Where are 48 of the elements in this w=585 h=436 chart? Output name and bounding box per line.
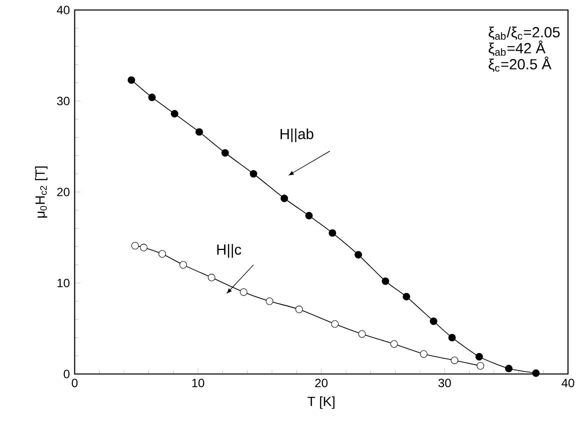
point [390,340,398,348]
point [221,149,229,157]
point [328,229,336,237]
point [170,110,178,118]
point [402,292,410,300]
annotation: H||c [217,244,242,258]
point [420,350,428,358]
point [475,352,483,360]
y-tick-label: 20 [57,188,70,196]
x-tick-label: 30 [438,378,451,388]
y-tick-label: 30 [57,96,70,106]
point [382,277,390,285]
annotation: ξ$_{ab}$/ξ$_{c}$=2.05 [488,26,560,40]
point [158,250,166,258]
x-tick-label: 0 [72,378,78,388]
point [266,297,274,305]
point [476,362,484,370]
point [358,330,366,338]
point [354,251,362,259]
x-tick-label: 20 [315,378,328,388]
point [305,212,313,220]
point [250,170,258,178]
point [148,94,156,102]
point [448,334,456,342]
point [295,306,303,314]
point [128,76,136,84]
point [331,320,339,328]
x-tick-label: 40 [562,378,574,388]
point [505,364,513,372]
x-axis-title: T [K] [308,396,334,409]
point [280,194,288,202]
y-axis-title: μ$_{0}$H$_{c2}$ [T] [35,166,48,218]
annotation: ξ$_{ab}$=42 Å [488,40,546,56]
point [450,356,458,364]
point [196,128,203,136]
point [208,274,216,282]
y-tick-label: 40 [56,6,70,14]
annotation: ξ$_{c}$=20.5 Å [488,56,552,72]
point [131,242,139,250]
point [179,261,187,269]
annotation: H||ab [280,128,314,142]
y-tick-label: 10 [58,278,70,288]
point [140,244,148,252]
point [532,369,540,377]
x-tick-label: 10 [192,378,204,388]
y-tick-label: 0 [64,370,70,378]
point [240,288,248,296]
point [430,317,438,325]
